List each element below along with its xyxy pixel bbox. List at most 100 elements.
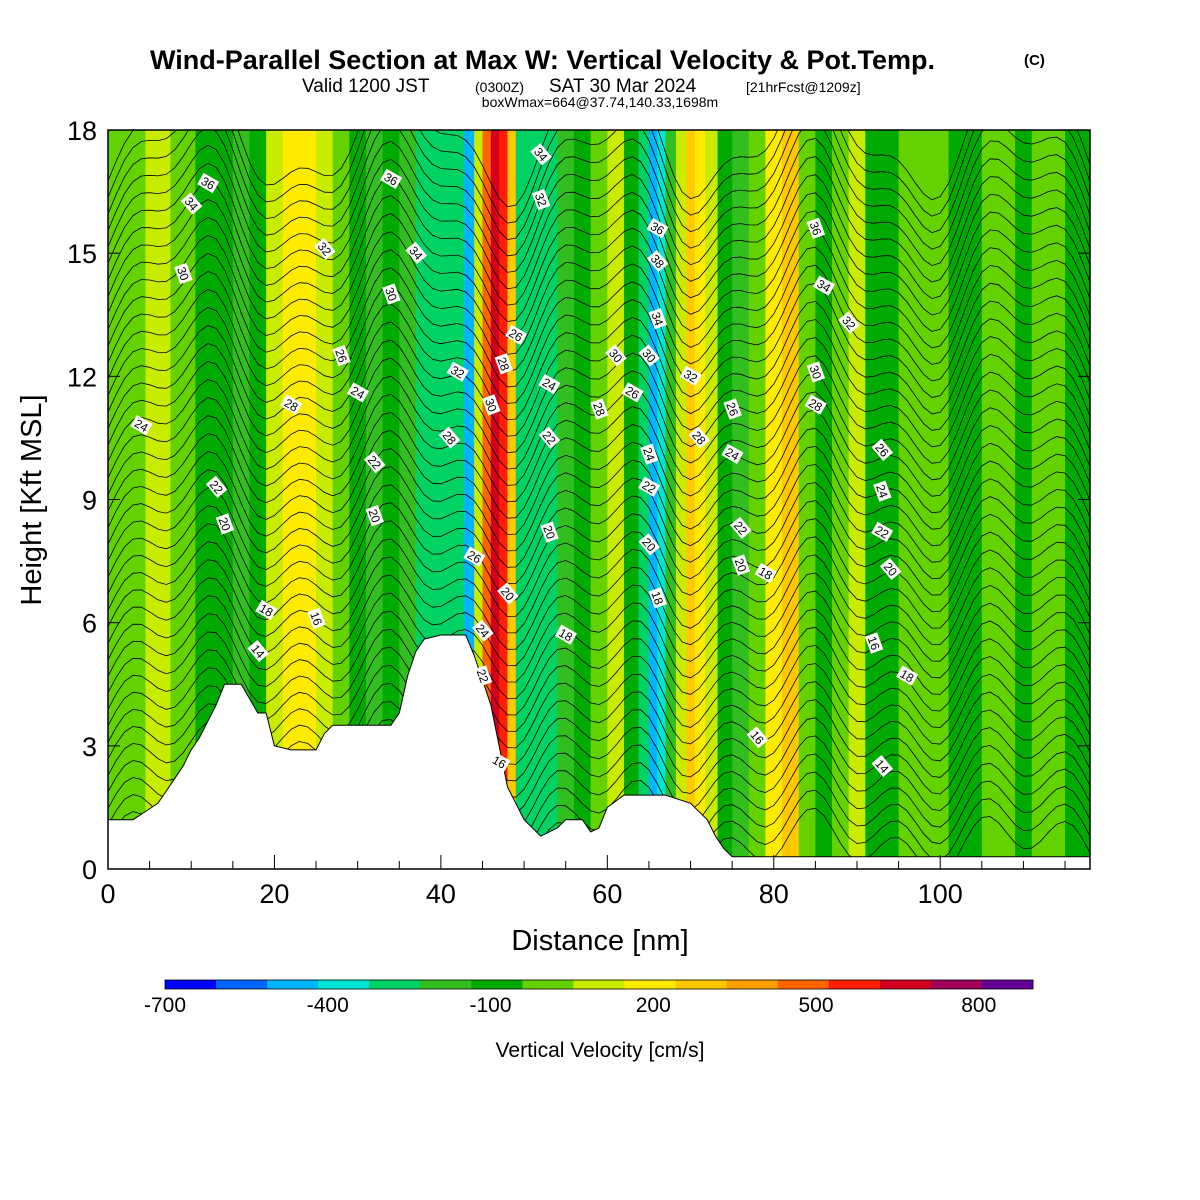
- theta-contour-label: 34: [530, 143, 552, 166]
- colorbar-label: Vertical Velocity [cm/s]: [496, 1039, 705, 1062]
- velocity-band: [507, 130, 517, 869]
- velocity-band: [686, 130, 696, 869]
- theta-contour-line: [108, 156, 1090, 290]
- theta-contour-line: [108, 192, 1090, 322]
- theta-contour-label: 26: [723, 398, 742, 420]
- theta-contour-label-text: 22: [640, 478, 659, 497]
- theta-contour-label-text: 20: [216, 515, 234, 533]
- theta-contour-label-text: 22: [873, 523, 892, 542]
- theta-contour-label: 20: [638, 533, 661, 556]
- colorbar-swatch: [165, 980, 217, 989]
- theta-contour-label: 26: [871, 438, 894, 461]
- theta-contour-line: [108, 518, 1090, 617]
- velocity-band: [526, 130, 542, 869]
- theta-contour-label-text: 32: [532, 191, 550, 209]
- theta-contour-label: 22: [474, 665, 493, 687]
- theta-contour-label: 28: [688, 426, 711, 449]
- valid-time-prefix: Valid 1200 JST: [302, 76, 430, 97]
- theta-contour-line: [108, 608, 1090, 700]
- velocity-band: [316, 130, 334, 869]
- theta-contour-label: 34: [405, 241, 428, 264]
- theta-contour-label-text: 26: [332, 347, 350, 365]
- theta-contour-label-text: 28: [806, 396, 825, 415]
- colorbar-tick-label: 800: [961, 994, 996, 1017]
- colorbar-tick-label: 500: [798, 994, 833, 1017]
- theta-contour-label-text: 26: [723, 401, 741, 419]
- theta-contour-label-text: 24: [348, 383, 367, 402]
- theta-contour-label-text: 36: [199, 174, 218, 193]
- velocity-band: [717, 130, 733, 869]
- theta-contour-labels: 3634302422201814162832262422203634303228…: [130, 143, 919, 778]
- theta-contour-label-text: 26: [507, 326, 526, 345]
- velocity-band: [748, 130, 767, 869]
- theta-contour-label: 32: [314, 237, 336, 260]
- velocity-band: [623, 130, 640, 869]
- theta-contour-line: [108, 337, 1090, 454]
- theta-contour-label: 32: [838, 311, 860, 334]
- theta-contour-label-text: 30: [382, 286, 400, 304]
- theta-contour-line: [108, 644, 1090, 732]
- theta-contour-line: [108, 445, 1090, 552]
- theta-contour-label-text: 28: [590, 401, 608, 419]
- y-tick-label: 3: [82, 732, 97, 762]
- theta-contour-label-text: 24: [132, 416, 151, 435]
- theta-contour-label: 32: [532, 188, 551, 211]
- theta-contour-label-text: 30: [482, 396, 500, 414]
- theta-contour-label-text: 18: [556, 626, 575, 645]
- velocity-band: [590, 130, 608, 869]
- theta-contour-line: [108, 138, 1090, 273]
- velocity-band: [665, 130, 677, 869]
- theta-contour-line: [108, 391, 1090, 503]
- theta-contour-label: 36: [646, 217, 669, 239]
- theta-contour-label: 30: [382, 283, 401, 305]
- theta-contour-label-text: 18: [257, 601, 276, 620]
- velocity-band: [657, 130, 667, 869]
- velocity-band: [474, 130, 484, 869]
- theta-contour-label: 18: [554, 624, 577, 645]
- theta-contour-label: 20: [497, 582, 519, 605]
- colorbar-frame: [164, 979, 1034, 990]
- theta-contour-label-text: 24: [540, 375, 559, 394]
- velocity-band: [482, 130, 492, 869]
- theta-contour-label: 18: [255, 599, 278, 621]
- velocity-band: [1048, 130, 1066, 869]
- theta-contour-label: 24: [472, 619, 494, 642]
- theta-contour-label: 30: [638, 344, 661, 367]
- colorbar-swatch: [624, 980, 676, 989]
- x-axis-label: Distance [nm]: [511, 925, 688, 957]
- theta-contour-label-text: 36: [807, 220, 825, 238]
- velocity-band: [705, 130, 719, 869]
- theta-contour-label: 28: [280, 394, 303, 415]
- y-tick-label: 6: [82, 609, 97, 639]
- velocity-band: [1015, 130, 1033, 869]
- theta-contour-label-text: 28: [494, 355, 512, 373]
- theta-contour-label-text: 36: [382, 170, 401, 189]
- theta-contour-line: [108, 210, 1090, 339]
- theta-contour-label: 16: [865, 632, 884, 654]
- theta-contour-line: [108, 626, 1090, 716]
- colorbar-swatch: [369, 980, 421, 989]
- velocity-band: [881, 130, 900, 869]
- theta-contour-line: [108, 130, 1090, 257]
- velocity-band: [195, 130, 217, 869]
- velocity-band: [694, 130, 706, 869]
- theta-contour-label: 30: [807, 361, 826, 383]
- colorbar-swatch: [675, 980, 728, 989]
- theta-contour-label-text: 30: [174, 265, 192, 283]
- theta-contour-label: 20: [540, 521, 559, 543]
- velocity-band: [463, 130, 475, 869]
- theta-contour-label-text: 32: [448, 363, 467, 382]
- y-tick-label: 9: [82, 486, 97, 516]
- theta-contour-label: 26: [621, 382, 644, 403]
- theta-contour-line: [108, 554, 1090, 650]
- theta-contour-label: 20: [365, 505, 384, 527]
- theta-contour-label: 16: [746, 726, 769, 749]
- theta-contour-label: 30: [174, 262, 193, 285]
- theta-contour-label: 30: [605, 344, 627, 367]
- theta-contour-line: [108, 463, 1090, 568]
- theta-contour-line: [108, 130, 1090, 240]
- theta-contour-label-text: 16: [865, 635, 883, 653]
- velocity-band: [1031, 130, 1049, 869]
- velocity-band: [798, 130, 816, 869]
- theta-contour-label: 26: [505, 324, 528, 345]
